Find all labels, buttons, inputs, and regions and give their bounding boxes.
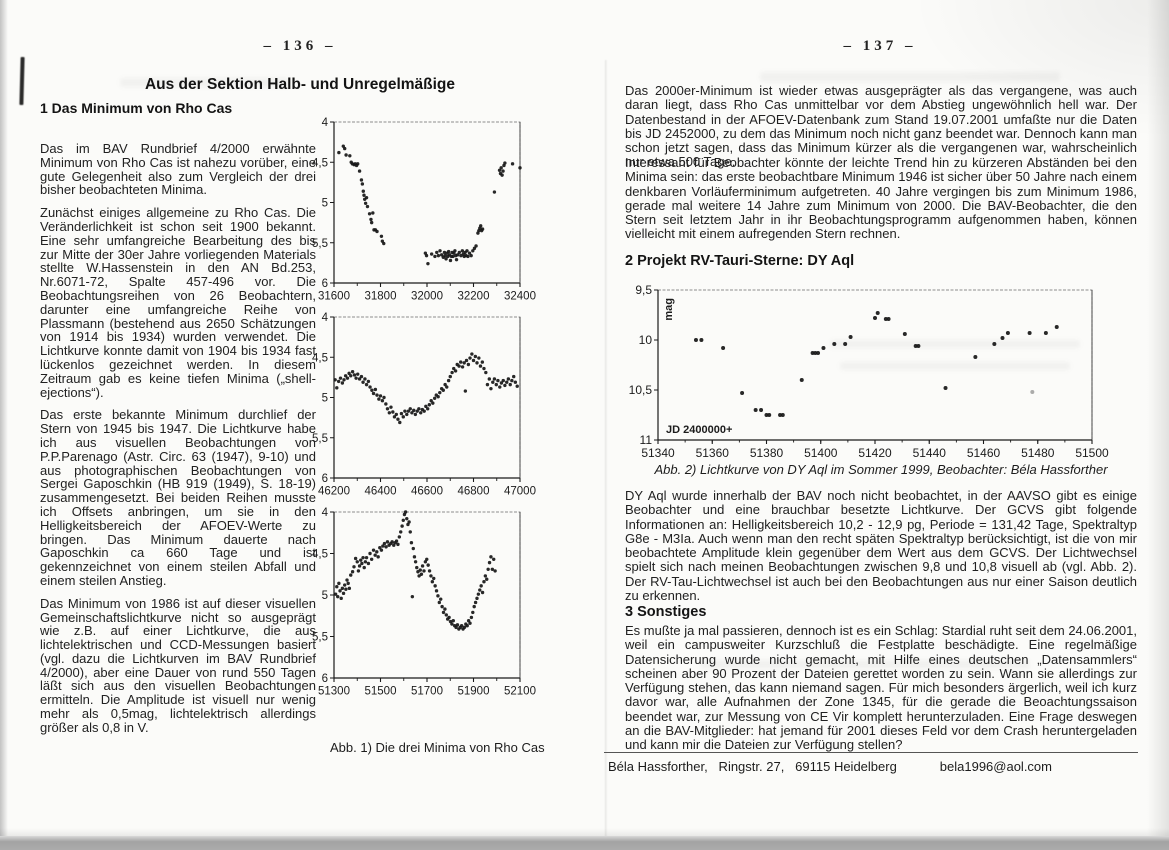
paragraph: Interessant für Beobachter könnte der le… — [625, 155, 1137, 242]
bleedthrough-smudge — [700, 660, 1030, 669]
svg-text:51460: 51460 — [967, 446, 1001, 460]
lightcurve-chart-minimum-1986: 4 4,5 5 5,5 6 46200 46400 46600 46800 47000 — [300, 308, 544, 501]
svg-text:32000: 32000 — [411, 291, 443, 302]
page-number-left: – 136 – — [263, 38, 337, 54]
lightcurve-chart-minimum-2000: 4 4,5 5 5,5 6 51300 51500 51700 51900 52100 — [300, 503, 544, 702]
svg-text:31600: 31600 — [318, 291, 350, 302]
article-title: Aus der Sektion Halb- und Unregelmäßige — [144, 76, 456, 93]
svg-text:51700: 51700 — [411, 686, 443, 698]
right-paragraph-2-wrap: Interessant für Beobachter könnte der le… — [625, 155, 1137, 242]
sonstiges-paragraph-wrap: Es mußte ja mal passieren, dennoch ist e… — [625, 623, 1137, 753]
svg-text:10: 10 — [639, 333, 653, 347]
right-paragraph-1-wrap: Das 2000er-Minimum ist wieder etwas ausg… — [625, 83, 1137, 170]
svg-text:4,5: 4,5 — [312, 157, 328, 169]
svg-text:51300: 51300 — [318, 686, 350, 698]
page-fold-line — [605, 60, 607, 850]
paragraph: Das 2000er-Minimum ist wieder etwas ausg… — [625, 83, 1137, 170]
svg-text:6: 6 — [322, 473, 328, 485]
page-number-right: – 137 – — [843, 38, 917, 54]
svg-text:mag: mag — [663, 298, 675, 321]
section3-heading: 3 Sonstiges — [625, 604, 707, 620]
svg-text:JD 2400000+: JD 2400000+ — [666, 424, 732, 436]
svg-text:5: 5 — [322, 198, 328, 210]
svg-text:51480: 51480 — [1021, 446, 1055, 460]
paragraph: Zunächst einiges allgemeine zu Rho Cas. … — [40, 205, 316, 400]
lightcurve-chart-minimum-1946: 4 4,5 5 5,5 6 31600 31800 32000 32200 32400 — [300, 113, 544, 306]
footer-email: bela1996@aol.com — [939, 759, 1052, 774]
scan-right-edge — [1147, 0, 1169, 850]
svg-text:51400: 51400 — [804, 446, 838, 460]
scan-corner-shade — [909, 0, 1169, 140]
svg-text:4,5: 4,5 — [312, 549, 328, 561]
left-text-column: Das im BAV Rundbrief 4/2000 erwähnte Min… — [40, 142, 316, 744]
scan-left-edge — [0, 0, 8, 850]
footer-contact: Béla Hassforther, Ringstr. 27, 69115 Hei… — [608, 759, 897, 774]
svg-text:5: 5 — [322, 590, 328, 602]
svg-text:4: 4 — [322, 312, 329, 324]
svg-text:31800: 31800 — [365, 291, 397, 302]
svg-text:5,5: 5,5 — [312, 632, 328, 644]
paragraph: Das im BAV Rundbrief 4/2000 erwähnte Min… — [40, 141, 316, 198]
lightcurve-chart-dy-aql: 9,5 10 10,5 11 51340 51360 51380 51400 51420 5144… — [620, 281, 1132, 466]
paragraph: Das erste bekannte Minimum durchlief der… — [40, 407, 316, 588]
svg-text:32400: 32400 — [504, 291, 536, 302]
svg-text:46200: 46200 — [318, 486, 350, 497]
svg-text:11: 11 — [640, 433, 653, 447]
svg-text:51360: 51360 — [696, 446, 730, 460]
scan-bottom-band — [0, 836, 1169, 850]
svg-text:51380: 51380 — [750, 446, 784, 460]
svg-text:4: 4 — [322, 117, 329, 129]
svg-text:52100: 52100 — [504, 686, 536, 698]
svg-text:51500: 51500 — [365, 686, 397, 698]
svg-text:5,5: 5,5 — [312, 433, 328, 445]
svg-text:46400: 46400 — [365, 486, 397, 497]
paragraph: Es mußte ja mal passieren, dennoch ist e… — [625, 623, 1137, 753]
svg-text:4: 4 — [322, 507, 329, 519]
bleedthrough-smudge — [840, 362, 1070, 370]
svg-text:32200: 32200 — [458, 291, 490, 302]
bleedthrough-smudge — [830, 340, 1080, 348]
bleedthrough-smudge — [760, 72, 1060, 82]
footer: Béla Hassforther, Ringstr. 27, 69115 Hei… — [608, 759, 1136, 774]
footer-divider — [604, 752, 1138, 753]
figure2-caption: Abb. 2) Lichtkurve von DY Aql im Sommer … — [654, 462, 1108, 477]
svg-text:6: 6 — [322, 278, 328, 290]
paragraph: DY Aql wurde innerhalb der BAV noch nich… — [625, 488, 1137, 604]
svg-text:46800: 46800 — [458, 486, 490, 497]
svg-text:5,5: 5,5 — [312, 238, 328, 250]
svg-text:47000: 47000 — [504, 486, 536, 497]
section2-heading: 2 Projekt RV-Tauri-Sterne: DY Aql — [625, 253, 855, 269]
figure1-caption: Abb. 1) Die drei Minima von Rho Cas — [330, 740, 545, 755]
dyaql-paragraph-wrap: DY Aql wurde innerhalb der BAV noch nich… — [625, 488, 1137, 604]
paragraph: Das Minimum von 1986 ist auf dieser visu… — [40, 595, 316, 735]
bleedthrough-smudge — [120, 78, 290, 87]
svg-text:51900: 51900 — [458, 686, 490, 698]
svg-text:5: 5 — [322, 393, 328, 405]
scan-artifact-mark — [19, 56, 25, 106]
svg-text:4,5: 4,5 — [312, 352, 328, 364]
svg-text:51440: 51440 — [913, 446, 947, 460]
svg-text:9,5: 9,5 — [635, 283, 652, 297]
svg-text:51340: 51340 — [641, 446, 675, 460]
scan-bottom-fade — [0, 828, 1169, 836]
svg-text:51420: 51420 — [858, 446, 892, 460]
svg-text:46600: 46600 — [411, 486, 443, 497]
svg-text:51500: 51500 — [1075, 446, 1109, 460]
section1-heading: 1 Das Minimum von Rho Cas — [40, 100, 233, 116]
svg-text:6: 6 — [322, 673, 328, 685]
svg-text:10,5: 10,5 — [629, 383, 653, 397]
